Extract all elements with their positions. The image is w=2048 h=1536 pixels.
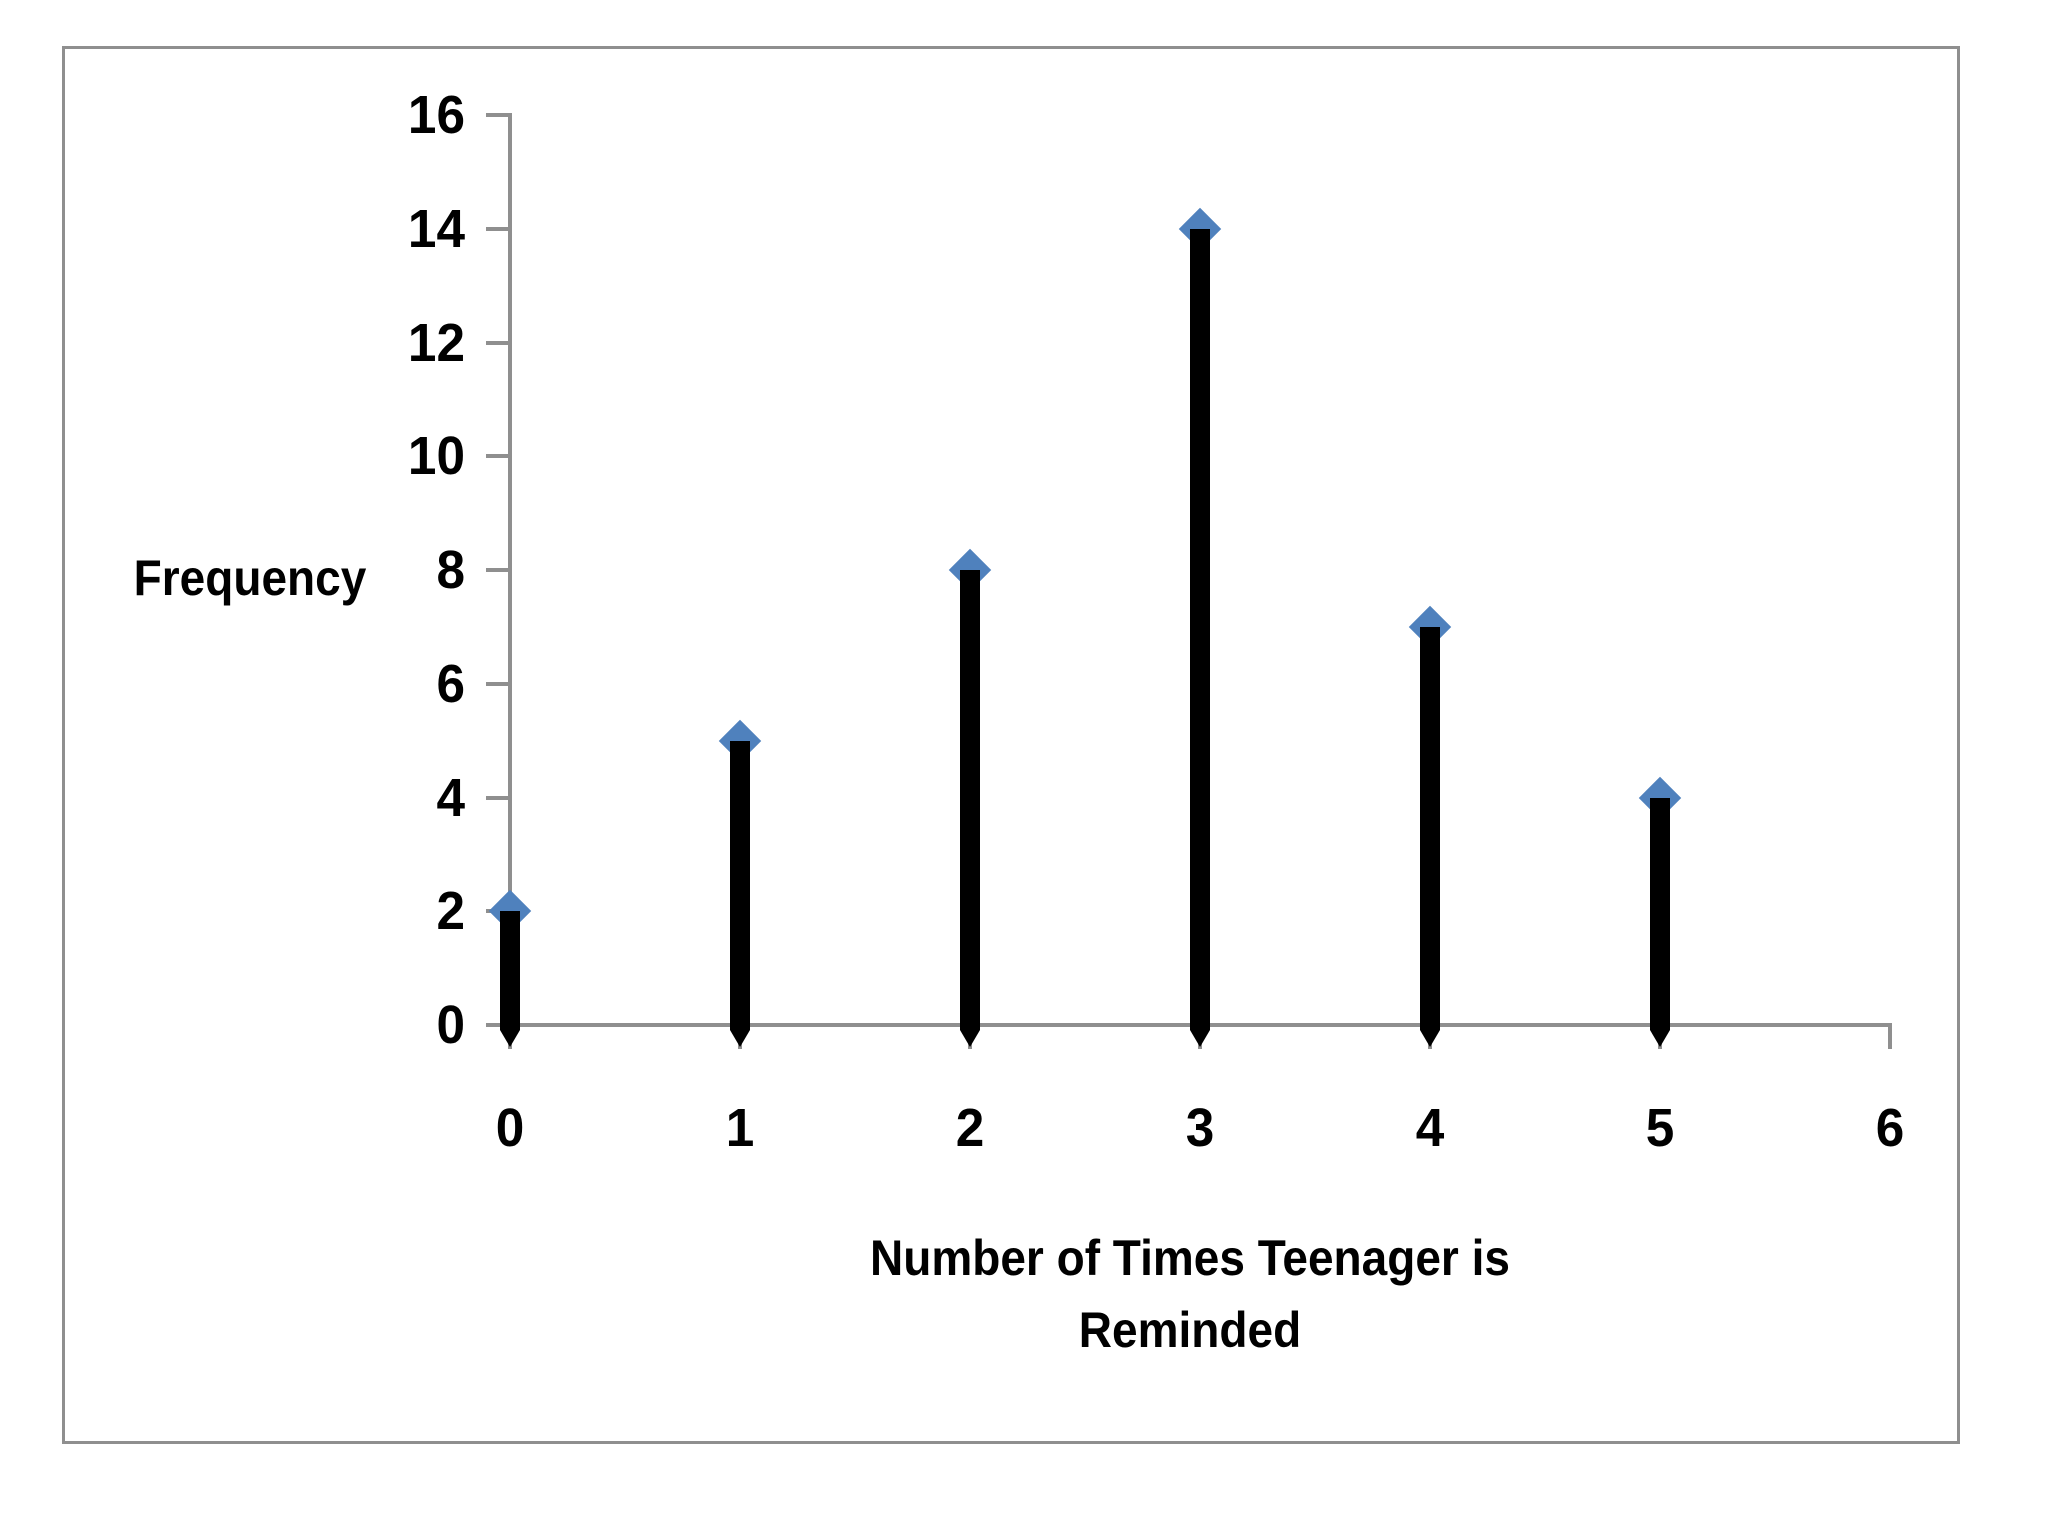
y-tick [486, 113, 510, 117]
x-tick-label: 3 [1185, 1098, 1215, 1158]
stem [730, 740, 750, 1030]
x-tick [1888, 1025, 1892, 1049]
y-tick-label: 10 [407, 426, 465, 487]
stem-tip [500, 1030, 520, 1047]
y-tick-label: 14 [407, 198, 465, 259]
x-axis-title-line2: Reminded [1078, 1302, 1302, 1358]
y-tick [486, 340, 510, 345]
y-tick-label: 8 [436, 540, 465, 600]
y-tick [486, 226, 510, 231]
chart-border [62, 46, 1960, 1444]
x-axis-title: Number of Times Teenager is Reminded [730, 1222, 1650, 1366]
y-tick [486, 568, 510, 572]
y-axis-title: Frequency [133, 550, 367, 606]
x-tick-label: 0 [495, 1098, 525, 1158]
y-tick [486, 681, 510, 686]
stem-tip [1650, 1030, 1670, 1047]
y-axis-line [508, 113, 512, 1027]
x-tick-label: 5 [1645, 1098, 1675, 1158]
x-tick-label: 4 [1415, 1098, 1445, 1158]
y-tick-label: 0 [436, 995, 465, 1055]
x-tick-label: 2 [955, 1098, 985, 1158]
stem-tip [730, 1030, 750, 1047]
stem [500, 911, 520, 1030]
y-tick-label: 4 [436, 767, 465, 828]
x-tick-label: 6 [1875, 1098, 1905, 1158]
y-tick [486, 795, 510, 800]
stem [960, 570, 980, 1030]
y-tick-label: 12 [407, 312, 465, 373]
y-tick-label: 2 [436, 881, 465, 942]
y-tick [486, 1023, 510, 1027]
y-tick [486, 454, 510, 459]
stem-tip [960, 1030, 980, 1047]
x-axis-title-line1: Number of Times Teenager is [870, 1230, 1510, 1286]
stem-tip [1190, 1030, 1210, 1047]
stem [1420, 626, 1440, 1030]
y-tick-label: 6 [436, 653, 465, 714]
y-tick-label: 16 [407, 85, 465, 145]
stem [1190, 228, 1210, 1030]
stem-tip [1420, 1030, 1440, 1047]
x-tick-label: 1 [725, 1098, 755, 1158]
stem [1650, 797, 1670, 1030]
